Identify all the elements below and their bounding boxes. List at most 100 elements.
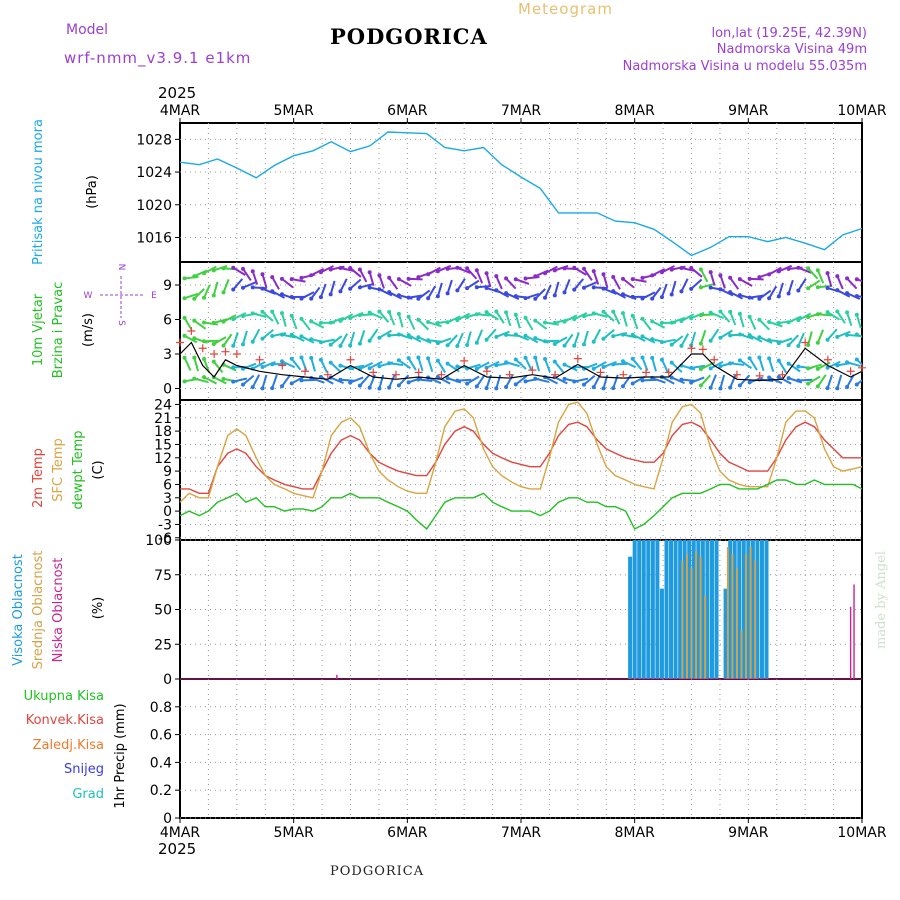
wind-arrow <box>739 278 753 287</box>
wind-arrow-head <box>620 384 625 389</box>
wind-arrow-head <box>757 317 762 322</box>
wind-arrow-head <box>474 340 479 345</box>
ytick-label: 1028 <box>136 132 172 148</box>
wind-arrow-head <box>299 378 304 383</box>
wind-arrow-head <box>728 385 733 390</box>
cloud-bar-high <box>728 540 733 679</box>
wind-arrow-head <box>494 386 499 391</box>
wind-arrow <box>651 320 666 329</box>
cloud-bar-high <box>628 556 633 679</box>
wind-arrow <box>417 336 432 344</box>
gust-marker <box>482 367 491 376</box>
wind-arrow <box>534 288 546 300</box>
wind-arrow <box>330 376 344 385</box>
wind-ylabel-line1: 10m Vjetar <box>31 293 46 366</box>
wind-arrow-head <box>504 310 509 315</box>
wind-arrow-head <box>533 355 538 360</box>
wind-arrow-head <box>630 381 635 386</box>
wind-arrow <box>807 279 821 290</box>
wind-arrow <box>252 312 267 318</box>
wind-arrow-head <box>815 268 820 273</box>
wind-arrow-head <box>221 376 226 381</box>
wind-arrow-head <box>241 314 246 319</box>
wind-arrow-head <box>845 385 850 390</box>
wind-arrow-head <box>387 385 392 390</box>
wind-arrow-head <box>640 355 645 360</box>
ytick-label: 0.2 <box>150 783 172 799</box>
wind-arrow-head <box>455 343 460 348</box>
wind-arrow-head <box>737 293 742 298</box>
wind-arrow-head <box>279 359 284 364</box>
wind-arrow-head <box>406 333 411 338</box>
wind-arrow <box>680 313 695 322</box>
wind-arrow-head <box>601 309 606 314</box>
wind-arrow <box>320 376 334 385</box>
wind-arrow <box>612 276 621 290</box>
wind-arrow-head <box>728 333 733 338</box>
wind-arrow-head <box>309 355 314 360</box>
wind-arrow-head <box>231 379 236 384</box>
wind-arrow-head <box>435 294 440 299</box>
cloud-bar-mid <box>704 595 707 679</box>
wind-arrow <box>232 278 244 291</box>
wind-arrow-head <box>192 318 197 323</box>
wind-arrow <box>583 330 589 345</box>
wind-arrow <box>242 268 252 282</box>
wind-arrow-head <box>513 382 518 387</box>
wind-arrow <box>846 292 861 300</box>
cloud-bar-high <box>750 540 755 679</box>
wind-arrow-head <box>523 355 528 360</box>
wind-arrow <box>856 295 862 298</box>
wind-arrow-head <box>377 287 382 292</box>
wind-arrow-head <box>309 273 314 278</box>
cloud-bar-high <box>650 540 655 679</box>
wind-arrow-head <box>484 337 489 342</box>
compass-west: W <box>84 291 93 301</box>
wind-arrow-head <box>309 296 314 301</box>
wind-arrow-head <box>270 362 275 367</box>
wind-arrow <box>476 361 490 370</box>
ytick-label: -6 <box>158 531 172 547</box>
wind-arrow-head <box>484 310 489 315</box>
wind-arrow-head <box>465 381 470 386</box>
wind-arrow <box>398 374 410 387</box>
wind-arrow-head <box>387 309 392 314</box>
wind-arrow-head <box>435 375 440 380</box>
time-label-top: 5MAR <box>274 103 315 119</box>
wind-arrow-head <box>806 286 811 291</box>
wind-arrow-head <box>591 385 596 390</box>
wind-arrow-head <box>698 313 703 318</box>
wind-arrow-head <box>747 356 752 361</box>
ytick-label: 0.8 <box>150 700 172 716</box>
ytick-label: 50 <box>154 603 172 619</box>
wind-arrow-head <box>435 269 440 274</box>
wind-arrow <box>642 291 656 300</box>
wind-arrow <box>388 277 399 290</box>
temp-line-2m <box>180 421 862 494</box>
wind-arrow-head <box>357 341 362 346</box>
pressure-ylabel-unit: (hPa) <box>85 175 100 209</box>
wind-arrow-head <box>728 309 733 314</box>
wind-arrow <box>281 278 294 289</box>
gust-marker <box>619 370 628 379</box>
wind-arrow <box>768 285 778 299</box>
wind-arrow-head <box>845 332 850 337</box>
wind-arrow <box>739 333 754 340</box>
wind-arrow-head <box>815 366 820 371</box>
wind-arrow-head <box>513 277 518 282</box>
wind-arrow <box>797 278 807 292</box>
wind-arrow-head <box>640 334 645 339</box>
wind-arrow-head <box>260 309 265 314</box>
gust-marker <box>210 350 219 358</box>
wind-arrow-head <box>757 296 762 301</box>
wind-arrow-head <box>396 293 401 298</box>
cloud-bar-high <box>687 540 692 679</box>
wind-arrow-head <box>796 378 801 383</box>
wind-arrow-head <box>260 272 265 277</box>
wind-arrow <box>329 280 336 295</box>
wind-arrow-head <box>192 376 197 381</box>
wind-arrow <box>709 374 717 389</box>
cloud-bar-low <box>853 584 855 679</box>
wind-arrow <box>281 333 296 339</box>
cloud-ylabel: Visoka Oblacnost Srednja Oblacnost Niska… <box>11 551 106 670</box>
